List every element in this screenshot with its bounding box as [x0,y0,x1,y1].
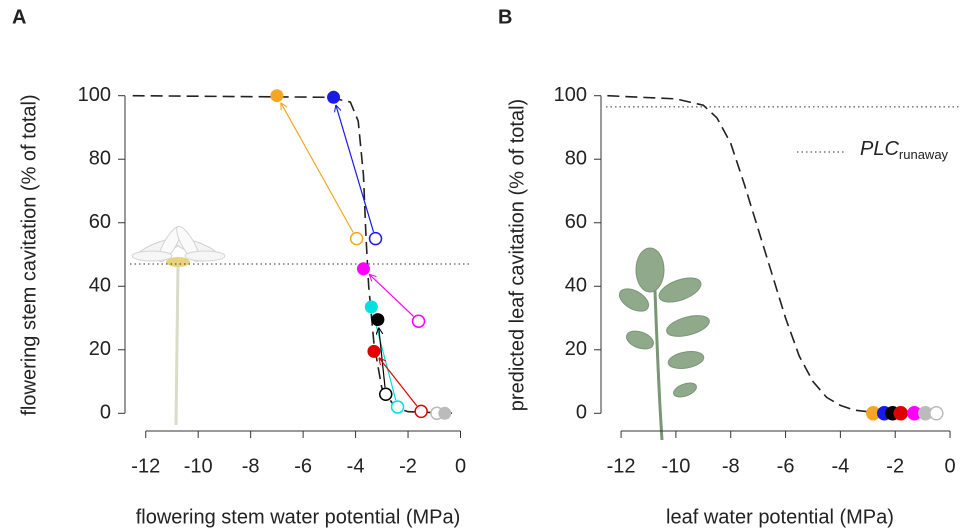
x-axis-label: flowering stem water potential (MPa) [136,506,461,528]
initial-point [390,400,405,414]
y-tick-label: 20 [565,338,587,360]
x-tick-label: -4 [347,455,365,477]
arrow [379,358,418,407]
x-tick-label: -4 [831,455,849,477]
initial-point [414,404,428,419]
x-tick-label: 0 [944,455,955,477]
x-tick-label: -2 [886,455,904,477]
arrow [281,103,354,233]
x-tick-label: -8 [722,455,740,477]
final-point [356,262,370,276]
y-axis-label: predicted leaf cavitation (% of total) [506,99,528,411]
initial-point [379,387,393,401]
x-tick-label: -12 [131,455,160,477]
legend-label: PLCrunaway [860,138,949,162]
y-tick-label: 60 [565,211,587,233]
legend-subscript: runaway [899,147,949,162]
y-tick-label: 100 [554,84,587,106]
leaf-illustration [618,247,710,441]
x-tick-label: -10 [184,455,213,477]
x-tick-label: -8 [242,455,260,477]
y-tick-label: 0 [576,402,587,424]
fitted-curve [132,94,456,415]
panel-letter: B [498,6,512,28]
daisy-illustration [131,225,226,426]
y-tick-label: 40 [565,275,587,297]
initial-point [368,231,383,246]
final-point [371,313,385,327]
final-point [327,90,341,104]
y-tick-label: 40 [89,275,111,297]
fitted-curve [607,94,896,415]
arrow [336,105,375,233]
final-point [367,344,381,358]
legend-text: PLC [860,138,899,160]
arrow [369,274,414,317]
y-tick-label: 80 [89,148,111,170]
initial-point [349,231,364,246]
panel-letter: A [12,6,26,28]
x-axis-label: leaf water potential (MPa) [666,506,894,528]
y-tick-label: 0 [100,402,111,424]
final-point [364,300,378,314]
point [893,406,908,421]
y-tick-label: 60 [89,211,111,233]
final-point [270,89,284,103]
x-tick-label: -12 [607,455,636,477]
x-tick-label: -2 [399,455,417,477]
x-tick-label: -6 [294,455,312,477]
y-tick-label: 20 [89,338,111,360]
y-tick-label: 100 [78,84,111,106]
initial-point [411,314,426,328]
point [929,406,944,421]
x-tick-label: 0 [455,455,466,477]
y-tick-label: 80 [565,148,587,170]
y-axis-label: flowering stem cavitation (% of total) [18,94,40,415]
x-tick-label: -10 [661,455,690,477]
x-tick-label: -6 [777,455,795,477]
final-point [438,406,452,420]
